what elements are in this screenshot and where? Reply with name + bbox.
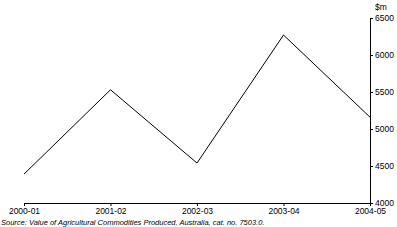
x-tick-label: 2000-01 [9, 206, 40, 216]
x-tick: 2003-04 [268, 203, 299, 216]
y-tick: 5000 [370, 124, 394, 134]
marks [24, 35, 370, 174]
y-tick-label: 5500 [375, 87, 394, 97]
x-tick: 2001-02 [95, 203, 126, 216]
y-tick-label: 6500 [375, 13, 394, 23]
y-axis-line [371, 19, 374, 204]
y-tick-label: 4000 [375, 198, 394, 208]
y-tick-mark [370, 129, 373, 130]
source-note: Source: Value of Agricultural Commoditie… [1, 218, 264, 227]
y-tick: 4500 [370, 161, 394, 171]
plot: 2000-012001-022002-032003-042004-0540004… [9, 2, 394, 216]
x-tick-label: 2003-04 [268, 206, 299, 216]
y-tick-label: 4500 [375, 161, 394, 171]
y-tick-mark [370, 55, 373, 56]
y-tick: 4000 [370, 198, 394, 208]
x-tick-label: 2001-02 [95, 206, 126, 216]
y-axis: 4000 4500 5000 5500 6000 6500 [370, 13, 394, 208]
y-tick-label: 5000 [375, 124, 394, 134]
y-tick: 6500 [370, 13, 394, 23]
y-axis-label: $m [375, 2, 387, 12]
x-tick: 2002-03 [182, 203, 213, 216]
x-tick: 2000-01 [9, 203, 40, 216]
x-tick-label: 2002-03 [182, 206, 213, 216]
y-tick-mark [370, 203, 373, 204]
y-tick-label: 6000 [375, 50, 394, 60]
y-tick-mark [370, 18, 373, 19]
y-tick-mark [370, 92, 373, 93]
line [24, 35, 370, 174]
y-tick: 6000 [370, 50, 394, 60]
y-tick-mark [370, 166, 373, 167]
chart: 2000-012001-022002-032003-042004-0540004… [0, 0, 397, 227]
x-axis: 2000-012001-022002-032003-042004-05 [9, 203, 386, 216]
y-tick: 5500 [370, 87, 394, 97]
